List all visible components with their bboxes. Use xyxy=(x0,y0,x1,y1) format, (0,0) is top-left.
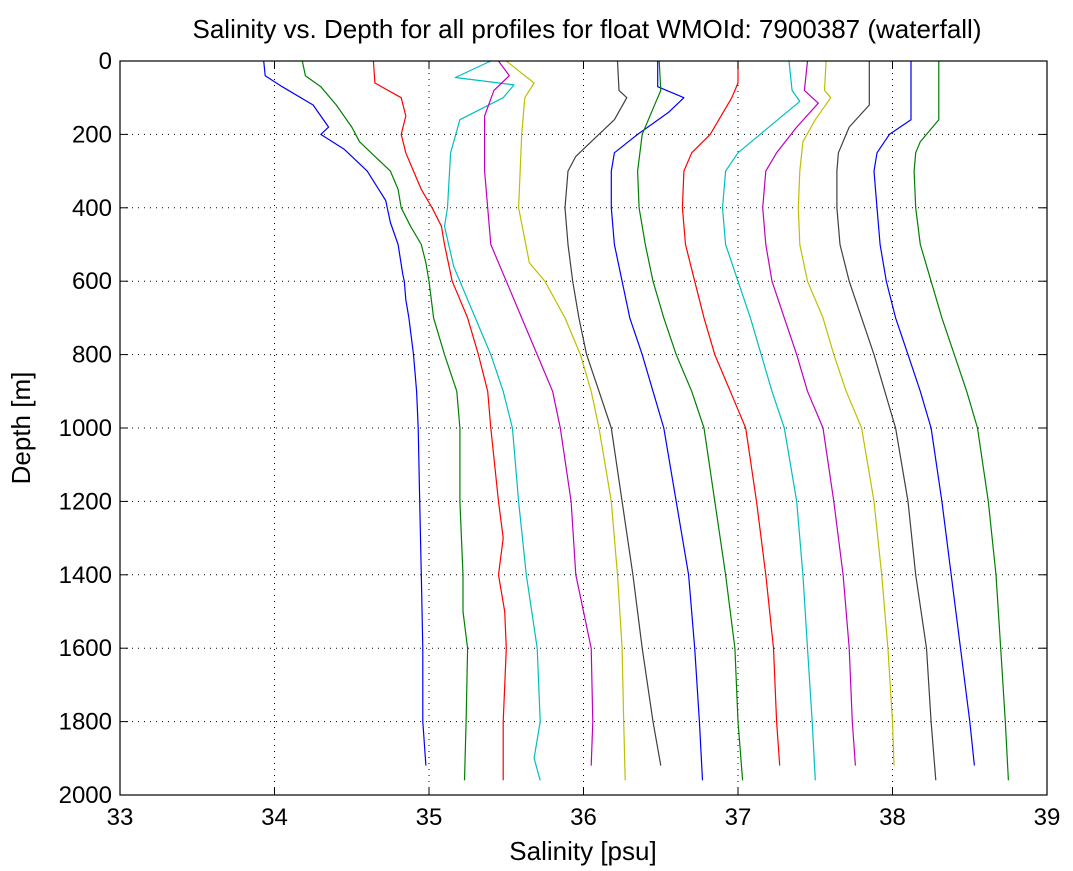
grid-layer xyxy=(120,61,1047,795)
chart-title: Salinity vs. Depth for all profiles for … xyxy=(193,14,982,44)
profile-line-1 xyxy=(263,60,427,766)
profile-line-7 xyxy=(564,60,662,766)
y-tick-label-3: 600 xyxy=(72,268,112,295)
y-tick-label-7: 1400 xyxy=(59,562,112,589)
series-layer xyxy=(263,60,1009,781)
profile-line-16 xyxy=(913,61,1009,781)
x-axis-label: Salinity [psu] xyxy=(509,836,656,866)
y-tick-label-5: 1000 xyxy=(59,415,112,442)
profile-line-6 xyxy=(505,60,626,781)
x-tick-label-1: 34 xyxy=(261,804,288,831)
profile-line-8 xyxy=(610,61,704,781)
profile-line-5 xyxy=(484,60,594,766)
profile-line-15 xyxy=(873,61,975,766)
x-tick-label-3: 36 xyxy=(570,804,597,831)
x-tick-label-0: 33 xyxy=(107,804,134,831)
profile-line-12 xyxy=(762,60,856,766)
profile-line-14 xyxy=(836,61,937,781)
tick-layer: 33 34 35 36 37 38 39 0 200 400 600 800 1000 1200 1400 1… xyxy=(59,48,1061,831)
profile-line-11 xyxy=(721,60,816,781)
x-tick-label-4: 37 xyxy=(725,804,752,831)
y-tick-label-2: 400 xyxy=(72,195,112,222)
x-tick-label-6: 39 xyxy=(1034,804,1061,831)
y-tick-label-6: 1200 xyxy=(59,488,112,515)
y-tick-label-8: 1600 xyxy=(59,635,112,662)
profile-line-9 xyxy=(637,60,744,781)
profile-line-13 xyxy=(797,60,895,766)
x-tick-label-5: 38 xyxy=(879,804,906,831)
y-tick-label-10: 2000 xyxy=(59,782,112,809)
y-tick-label-9: 1800 xyxy=(59,709,112,736)
profile-line-10 xyxy=(681,61,781,766)
y-axis-label: Depth [m] xyxy=(6,372,36,485)
y-tick-label-0: 0 xyxy=(99,48,112,75)
y-tick-label-1: 200 xyxy=(72,121,112,148)
y-tick-label-4: 800 xyxy=(72,342,112,369)
x-tick-label-2: 35 xyxy=(416,804,443,831)
profile-line-3 xyxy=(372,60,507,781)
profile-line-2 xyxy=(301,60,469,781)
profile-line-4 xyxy=(443,60,541,781)
